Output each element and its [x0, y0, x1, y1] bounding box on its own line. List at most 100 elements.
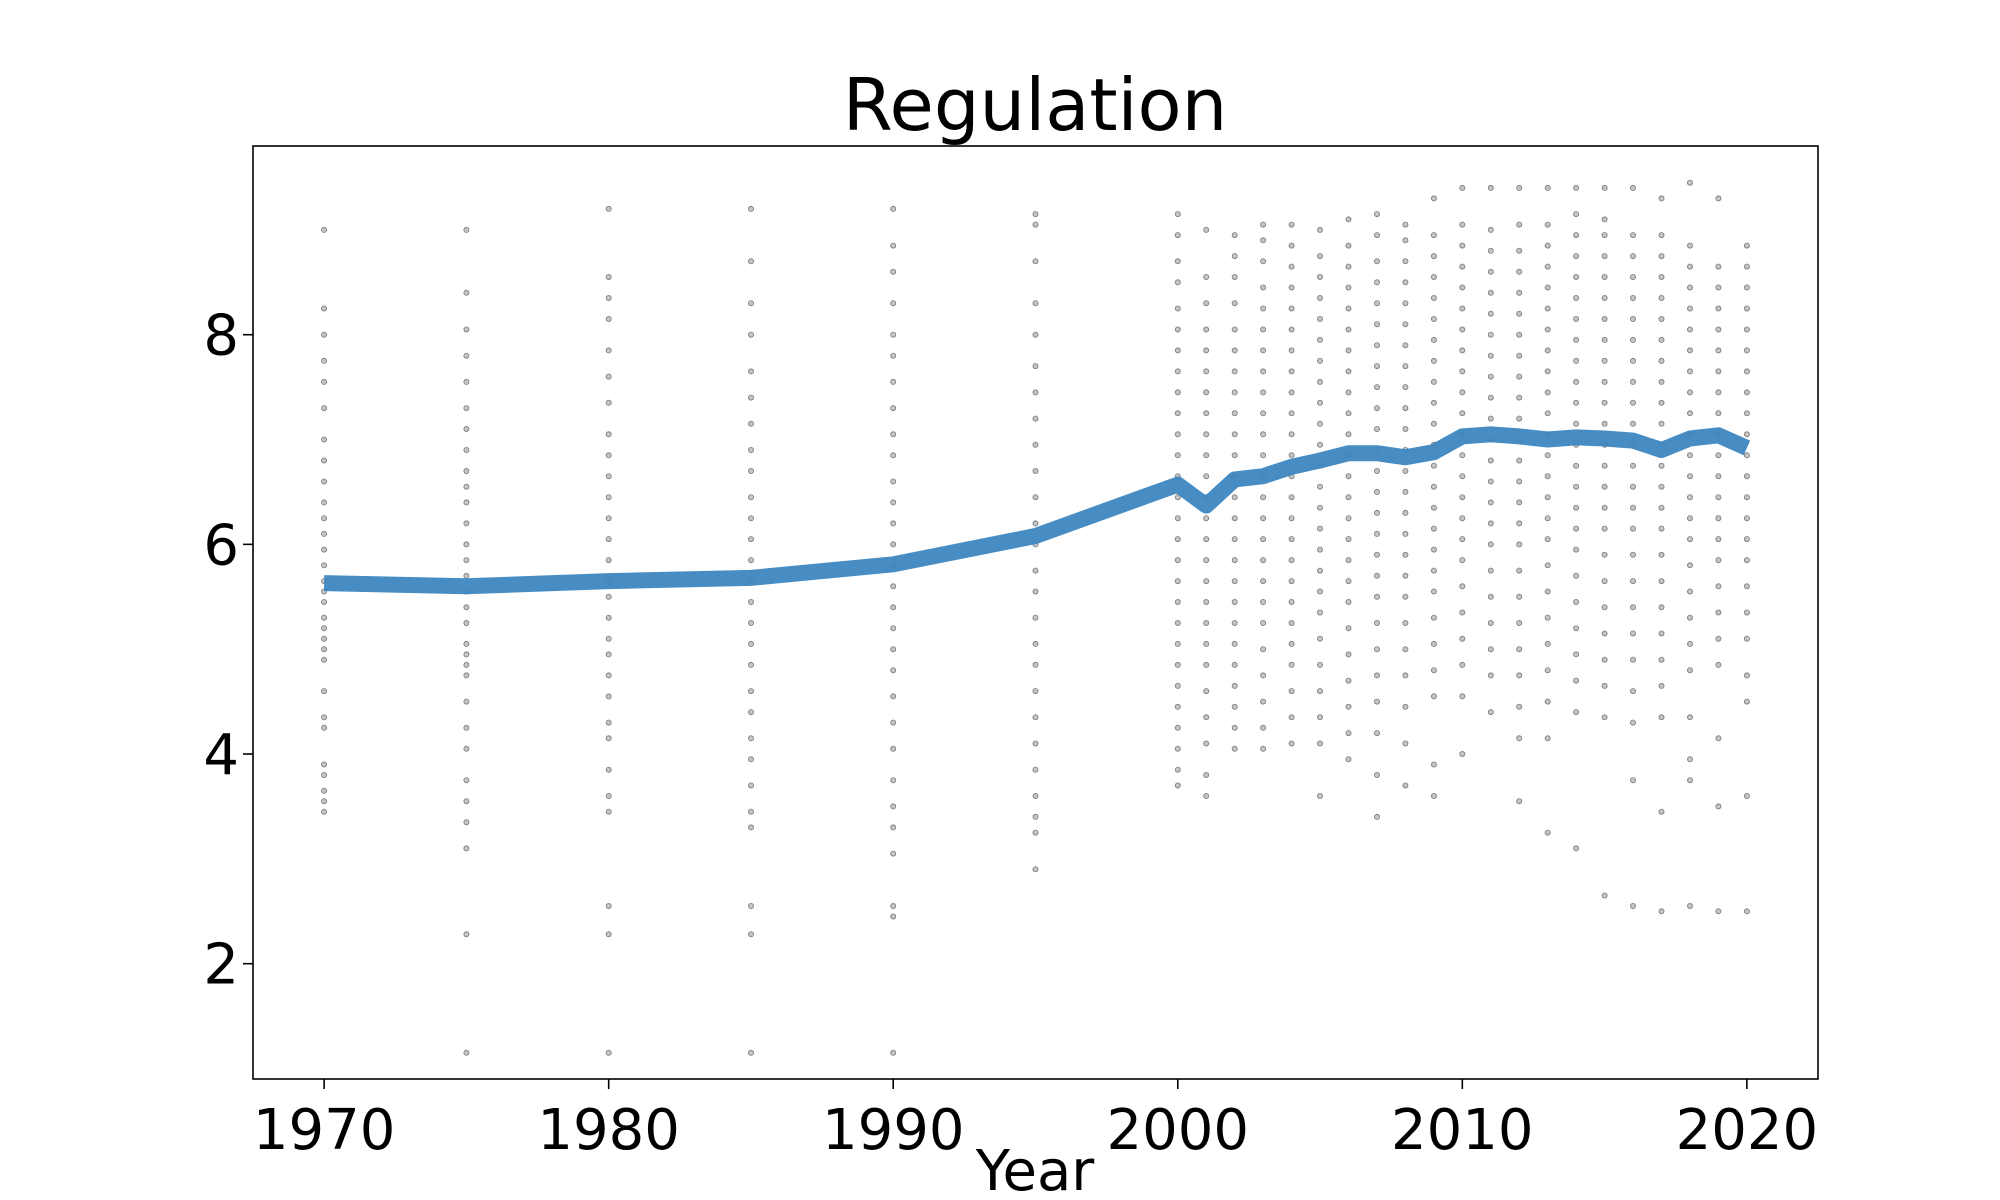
scatter-point [1174, 279, 1181, 286]
scatter-point [1430, 546, 1437, 553]
scatter-point [1487, 709, 1494, 716]
scatter-point [890, 583, 897, 590]
scatter-point [463, 651, 470, 658]
scatter-point [605, 515, 612, 522]
scatter-point [1516, 499, 1523, 506]
scatter-point [1345, 599, 1352, 606]
scatter-point [1544, 368, 1551, 375]
y-tick-layer: 2 4 6 8 [203, 304, 253, 998]
scatter-point [1032, 415, 1039, 422]
scatter-point [1601, 253, 1608, 260]
scatter-point [1544, 614, 1551, 621]
scatter-point [1260, 410, 1267, 417]
scatter-point [1630, 184, 1637, 191]
scatter-point [1260, 578, 1267, 585]
scatter-point [1516, 541, 1523, 548]
scatter-point [1743, 368, 1750, 375]
scatter-point [1544, 667, 1551, 674]
scatter-point [1174, 640, 1181, 647]
scatter-point [1516, 352, 1523, 359]
chart-title: Regulation [843, 63, 1227, 147]
scatter-point [1032, 211, 1039, 218]
scatter-point [1573, 273, 1580, 280]
scatter-point [1430, 294, 1437, 301]
scatter-point [1516, 735, 1523, 742]
scatter-point [1288, 688, 1295, 695]
scatter-point [1658, 578, 1665, 585]
scatter-point [1715, 494, 1722, 501]
scatter-point [1516, 268, 1523, 275]
scatter-point [1601, 714, 1608, 721]
scatter-point [1687, 640, 1694, 647]
scatter-point [1203, 226, 1210, 233]
scatter-point [890, 499, 897, 506]
scatter-point [1032, 661, 1039, 668]
scatter-point [1715, 347, 1722, 354]
scatter-point [1573, 315, 1580, 322]
scatter-point [1573, 599, 1580, 606]
scatter-point [1260, 258, 1267, 265]
scatter-point [463, 724, 470, 731]
scatter-point [1743, 263, 1750, 270]
scatter-point [1231, 253, 1238, 260]
scatter-point [748, 756, 755, 763]
x-tick-label: 2000 [1107, 1098, 1250, 1163]
scatter-point [1715, 536, 1722, 543]
scatter-point [1630, 604, 1637, 611]
scatter-point [1231, 326, 1238, 333]
scatter-point [1601, 525, 1608, 532]
scatter-point [1687, 368, 1694, 375]
scatter-point [1317, 253, 1324, 260]
scatter-point [1459, 494, 1466, 501]
x-tick-label: 2010 [1391, 1098, 1534, 1163]
scatter-point [1573, 462, 1580, 469]
scatter-point [1260, 557, 1267, 564]
scatter-point [1174, 557, 1181, 564]
scatter-point [890, 352, 897, 359]
scatter-point [1374, 509, 1381, 516]
scatter-point [1630, 688, 1637, 695]
scatter-point [463, 745, 470, 752]
scatter-point [605, 294, 612, 301]
scatter-point [1687, 242, 1694, 249]
scatter-point [1288, 263, 1295, 270]
scatter-point [1032, 258, 1039, 265]
scatter-point [890, 431, 897, 438]
scatter-point [1374, 672, 1381, 679]
scatter-point [1260, 620, 1267, 627]
scatter-point [321, 226, 328, 233]
scatter-point [1658, 357, 1665, 364]
scatter-point [1459, 635, 1466, 642]
scatter-point [1687, 347, 1694, 354]
scatter-point [605, 473, 612, 480]
scatter-point [1402, 279, 1409, 286]
scatter-point [1317, 635, 1324, 642]
scatter-point [1317, 661, 1324, 668]
scatter-point [463, 931, 470, 938]
scatter-point [1601, 294, 1608, 301]
scatter-point [1658, 504, 1665, 511]
scatter-point [1032, 829, 1039, 836]
scatter-point [321, 808, 328, 815]
scatter-point [1459, 557, 1466, 564]
scatter-point [1430, 667, 1437, 674]
scatter-point [1544, 410, 1551, 417]
scatter-point [1174, 661, 1181, 668]
scatter-point [1231, 347, 1238, 354]
scatter-point [1630, 630, 1637, 637]
scatter-point [1260, 724, 1267, 731]
scatter-point [1715, 195, 1722, 202]
scatter-point [463, 819, 470, 826]
scatter-point [1260, 494, 1267, 501]
scatter-point [1487, 352, 1494, 359]
scatter-point [1487, 567, 1494, 574]
scatter-point [463, 405, 470, 412]
scatter-point [1459, 473, 1466, 480]
scatter-point [748, 735, 755, 742]
scatter-point [1231, 578, 1238, 585]
scatter-point [1260, 326, 1267, 333]
scatter-point [1601, 232, 1608, 239]
scatter-point [1687, 562, 1694, 569]
scatter-point [1203, 688, 1210, 695]
scatter-point [1430, 399, 1437, 406]
